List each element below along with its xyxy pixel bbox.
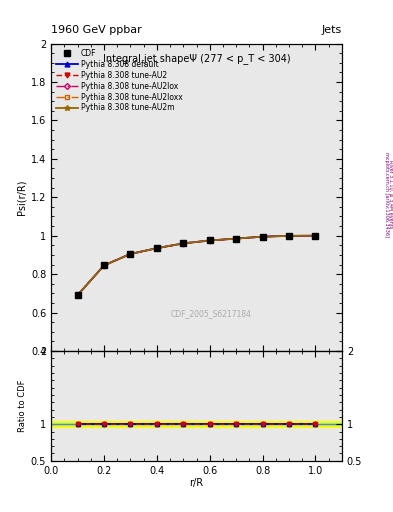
Text: Rivet 3.1.10, ≥ 3.4M events: Rivet 3.1.10, ≥ 3.4M events — [388, 160, 393, 229]
Text: mcplots.cern.ch [arXiv:1306.3436]: mcplots.cern.ch [arXiv:1306.3436] — [384, 152, 389, 237]
X-axis label: r/R: r/R — [189, 478, 204, 488]
Y-axis label: Ratio to CDF: Ratio to CDF — [18, 379, 27, 432]
Legend: CDF, Pythia 8.308 default, Pythia 8.308 tune-AU2, Pythia 8.308 tune-AU2lox, Pyth: CDF, Pythia 8.308 default, Pythia 8.308 … — [55, 47, 184, 114]
Text: 1960 GeV ppbar: 1960 GeV ppbar — [51, 25, 142, 35]
Text: Jets: Jets — [321, 25, 342, 35]
Y-axis label: Psi(r/R): Psi(r/R) — [17, 180, 27, 215]
Text: CDF_2005_S6217184: CDF_2005_S6217184 — [171, 310, 252, 318]
Text: Integral jet shapeΨ (277 < p_T < 304): Integral jet shapeΨ (277 < p_T < 304) — [103, 53, 290, 63]
